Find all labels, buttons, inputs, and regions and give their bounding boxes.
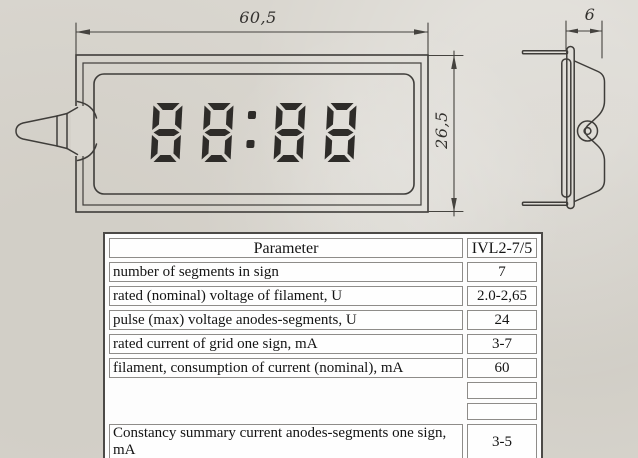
evacuation-boss-center [583,126,592,136]
param-cell: pulse (max) voltage anodes-segments, U [109,310,463,330]
value-cell: 2.0-2,65 [467,286,537,306]
table-row: Constancy summary current anodes-segment… [109,424,537,458]
dim-height-label: 26,5 [432,111,451,149]
front-view [15,54,429,213]
glass-outer-frame [75,54,429,213]
tip-junction-patch [71,106,92,156]
exhaust-tip [15,100,98,162]
table-row-empty [109,403,537,420]
param-cell: rated current of grid one sign, mA [109,334,463,354]
table-row: rated (nominal) voltage of filament, U 2… [109,286,537,306]
dim-width [75,22,429,56]
bulb-profile [573,60,606,203]
param-cell-empty [109,403,463,420]
table-row: number of segments in sign 7 [109,262,537,282]
value-cell: 3-5 [467,424,537,458]
dim-depth-label: 6 [584,5,596,24]
display-digits [150,103,357,162]
dim-depth [565,20,603,59]
table-row: pulse (max) voltage anodes-segments, U 2… [109,310,537,330]
type-header: IVL2-7/5 [467,238,537,258]
glass-inner-frame [82,62,422,206]
dim-height [427,50,464,217]
value-cell-empty [467,382,537,399]
param-cell-empty [109,382,463,399]
colon-separator [246,111,257,148]
param-header: Parameter [109,238,463,258]
value-cell: 24 [467,310,537,330]
glass-stem [566,45,575,210]
technical-drawing [15,20,606,217]
value-cell: 7 [467,262,537,282]
mounting-pin-bottom [521,201,569,206]
param-cell: number of segments in sign [109,262,463,282]
table-header-row: Parameter IVL2-7/5 [109,238,537,258]
spec-table: Parameter IVL2-7/5 number of segments in… [103,232,543,458]
display-window [93,73,415,195]
param-cell: filament, consumption of current (nomina… [109,358,463,378]
glass-seal-arc-top [76,100,98,119]
table-row: filament, consumption of current (nomina… [109,358,537,378]
table-row: rated current of grid one sign, mA 3-7 [109,334,537,354]
evacuation-boss [576,120,599,142]
value-cell: 60 [467,358,537,378]
param-cell: rated (nominal) voltage of filament, U [109,286,463,306]
value-cell: 3-7 [467,334,537,354]
param-cell: Constancy summary current anodes-segment… [109,424,463,458]
glass-seal-arc-bottom [76,143,98,162]
side-view [521,45,606,210]
dim-width-label: 60,5 [239,8,277,27]
mounting-pin-top [521,50,569,55]
table-row-empty [109,382,537,399]
spec-table-container: Parameter IVL2-7/5 number of segments in… [103,232,543,458]
dimension-lines [75,20,603,217]
value-cell-empty [467,403,537,420]
